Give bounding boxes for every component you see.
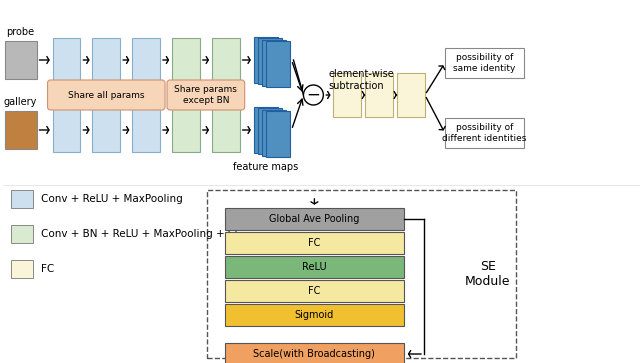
Text: −: −	[307, 86, 321, 104]
Bar	[132, 108, 160, 152]
Bar	[225, 256, 404, 278]
Bar	[225, 304, 404, 326]
Bar	[253, 37, 278, 83]
Bar	[225, 343, 404, 363]
Text: SE
Module: SE Module	[465, 260, 511, 288]
Bar	[262, 40, 285, 86]
Bar	[225, 280, 404, 302]
Text: Share params
except BN: Share params except BN	[175, 85, 237, 105]
Text: possibility of
same identity: possibility of same identity	[454, 53, 516, 73]
Text: ReLU: ReLU	[302, 262, 326, 272]
Bar	[11, 225, 33, 243]
Bar	[4, 111, 36, 149]
Text: FC: FC	[308, 286, 321, 296]
Text: Sigmoid: Sigmoid	[295, 310, 334, 320]
Text: FC: FC	[40, 264, 54, 274]
Bar	[262, 110, 285, 156]
Text: Share all params: Share all params	[68, 90, 145, 99]
Bar	[253, 107, 278, 153]
Bar	[212, 108, 240, 152]
Bar	[365, 73, 393, 117]
Bar	[258, 108, 282, 154]
Text: Scale(with Broadcasting): Scale(with Broadcasting)	[253, 349, 375, 359]
Text: probe: probe	[6, 27, 35, 37]
Bar	[92, 38, 120, 82]
Text: Global Ave Pooling: Global Ave Pooling	[269, 214, 360, 224]
Bar	[52, 108, 81, 152]
Text: possibility of
different identities: possibility of different identities	[442, 123, 527, 143]
Bar	[207, 190, 516, 358]
Bar	[445, 118, 525, 148]
Bar	[172, 108, 200, 152]
Text: Conv + BN + ReLU + MaxPooling + SE: Conv + BN + ReLU + MaxPooling + SE	[40, 229, 241, 239]
Bar	[445, 48, 525, 78]
Bar	[92, 108, 120, 152]
Bar	[212, 38, 240, 82]
Bar	[4, 41, 36, 79]
Bar	[172, 38, 200, 82]
Text: feature maps: feature maps	[233, 162, 298, 172]
Bar	[225, 208, 404, 230]
Text: gallery: gallery	[4, 97, 37, 107]
Circle shape	[303, 85, 323, 105]
Text: FC: FC	[308, 238, 321, 248]
Text: element-wise
subtraction: element-wise subtraction	[328, 69, 394, 91]
Text: Conv + ReLU + MaxPooling: Conv + ReLU + MaxPooling	[40, 194, 182, 204]
Bar	[11, 190, 33, 208]
FancyBboxPatch shape	[167, 80, 244, 110]
Bar	[266, 41, 289, 87]
Bar	[333, 73, 361, 117]
Bar	[132, 38, 160, 82]
Bar	[11, 260, 33, 278]
Bar	[397, 73, 425, 117]
Bar	[52, 38, 81, 82]
FancyBboxPatch shape	[47, 80, 165, 110]
Bar	[258, 38, 282, 84]
Bar	[266, 111, 289, 157]
Bar	[225, 232, 404, 254]
